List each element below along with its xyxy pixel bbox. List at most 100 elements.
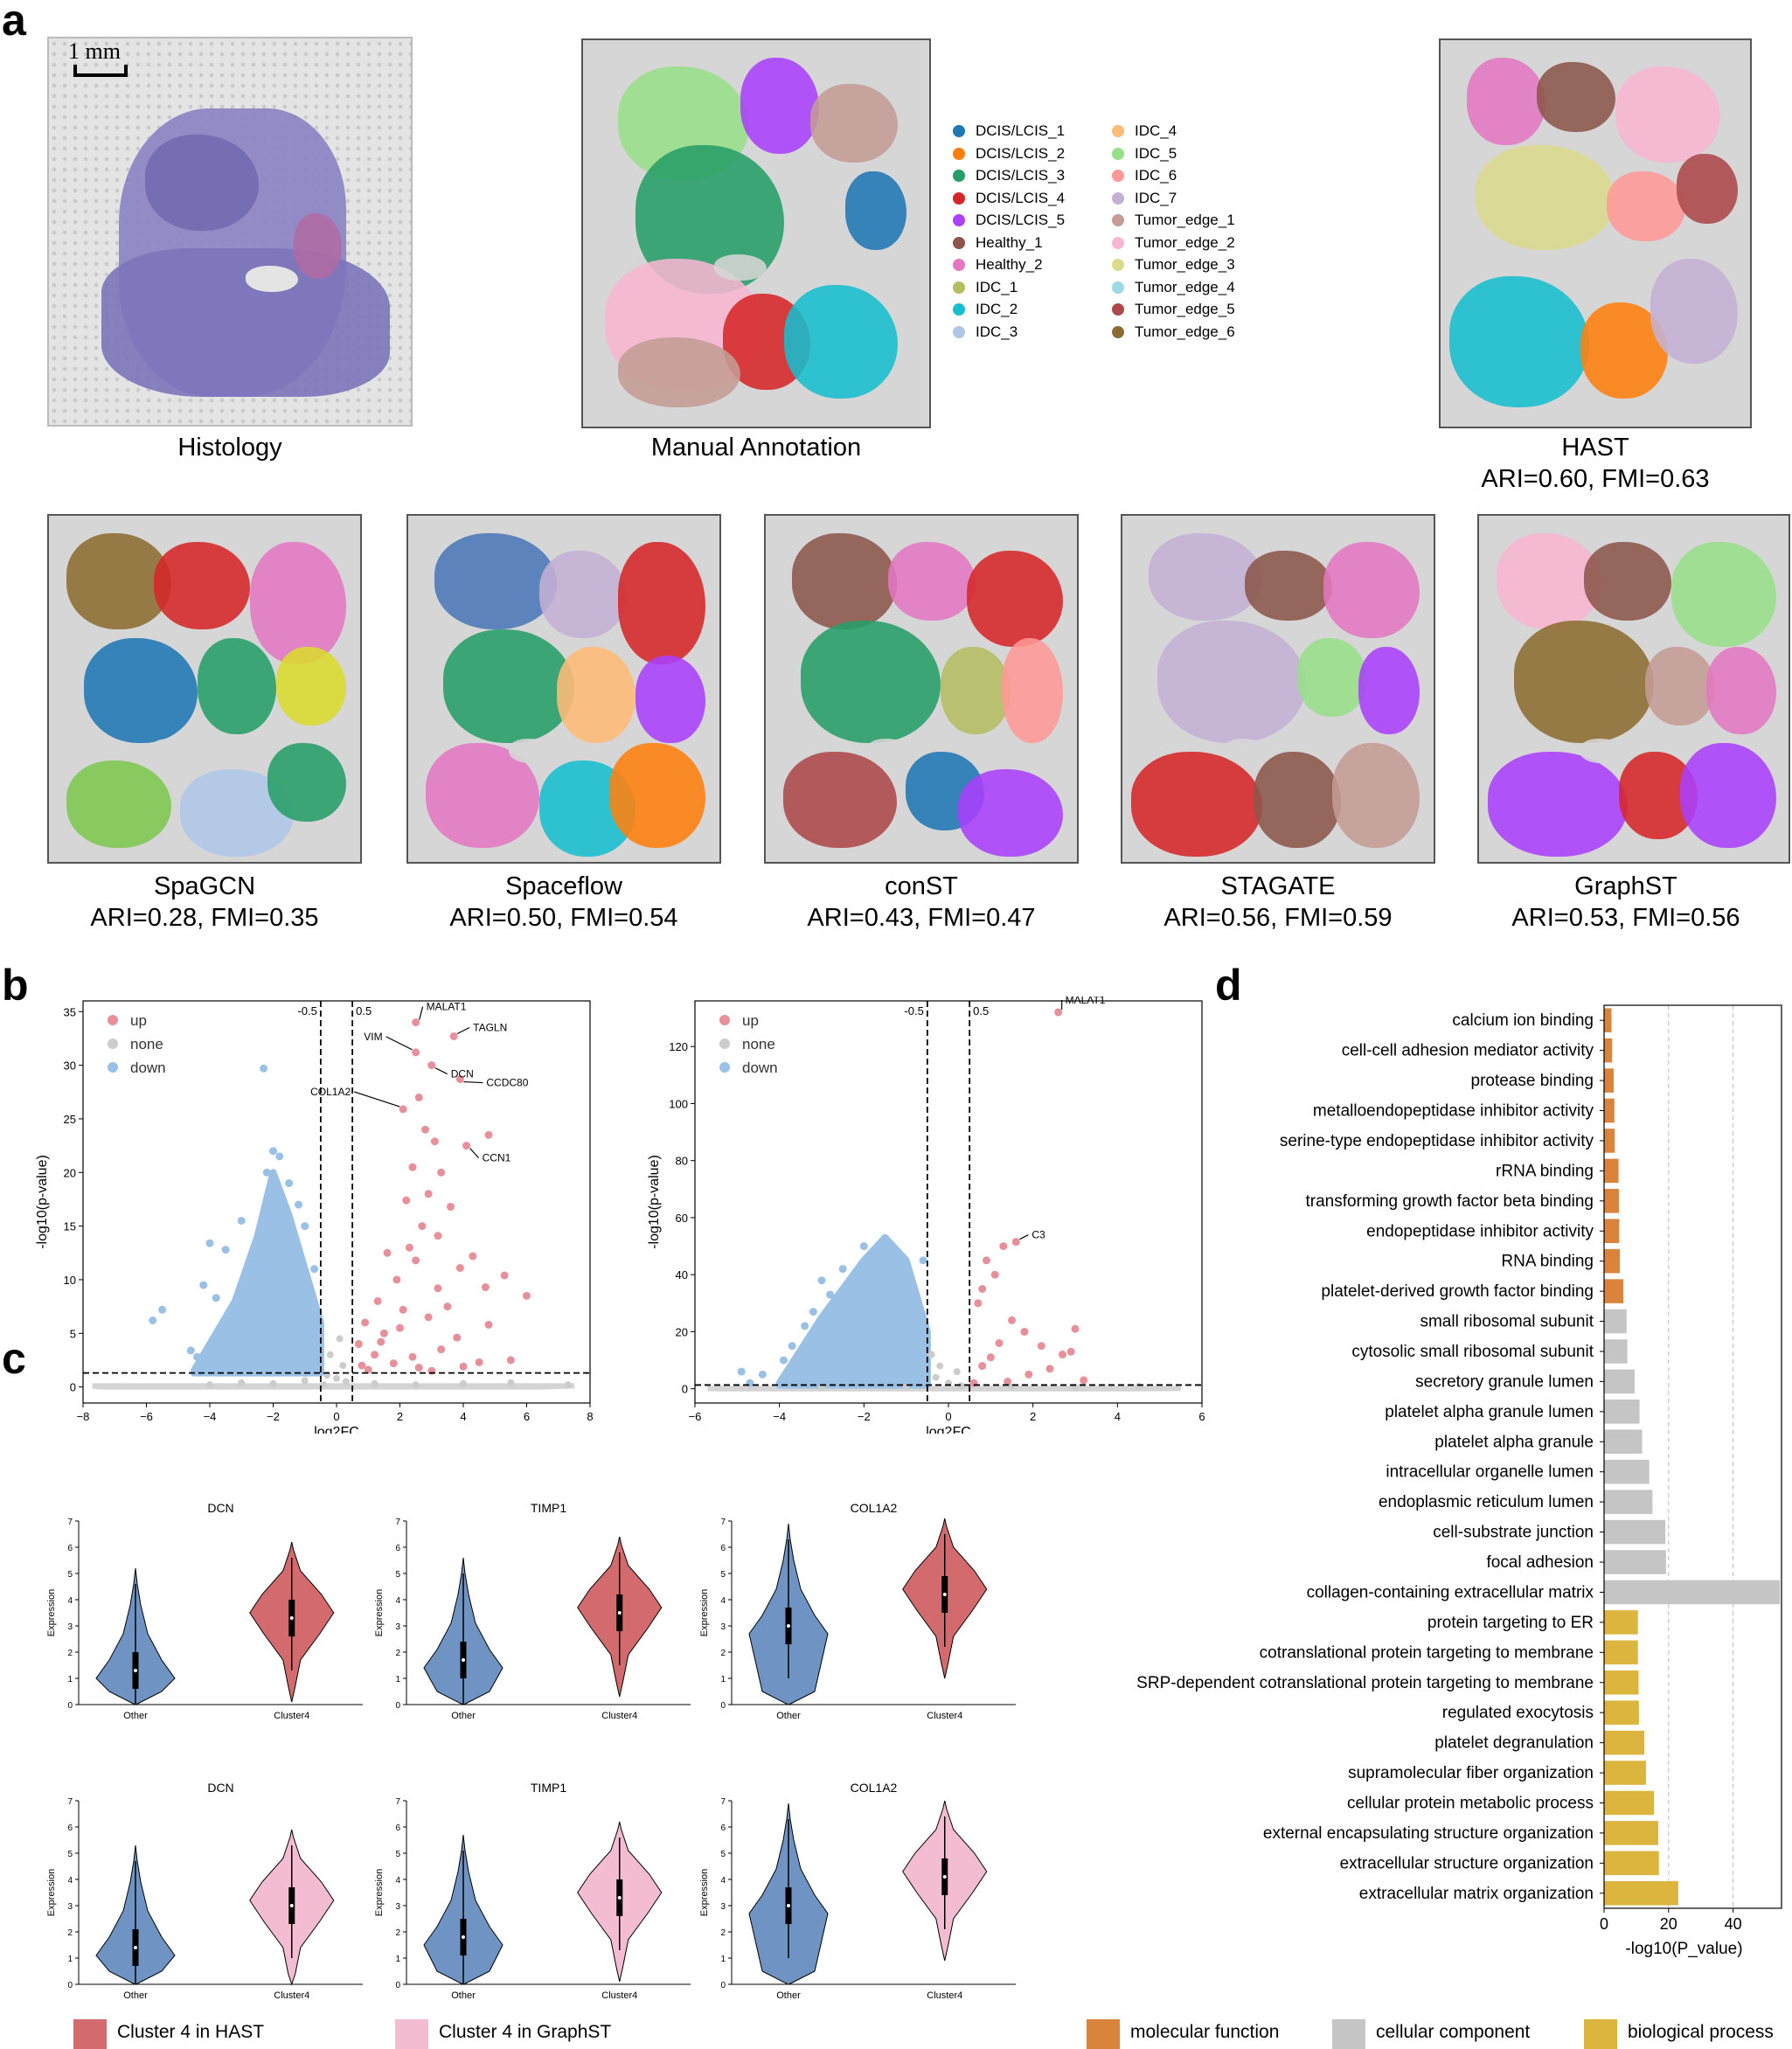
go-bar [1604, 1189, 1619, 1213]
go-bar [1604, 1309, 1627, 1334]
violin-plots: DCN 0 1 2 3 4 5 6 7 Expression Other Cluster4 TIMP1 0… [46, 1501, 1016, 2001]
down-point [186, 1346, 195, 1355]
up-point [995, 1338, 1004, 1347]
violin-median [462, 1658, 465, 1662]
legend-item: IDC_1 [953, 279, 1018, 296]
violin-y-tick-label: 2 [720, 1649, 726, 1658]
violin-y-tick-label: 4 [395, 1876, 400, 1886]
y-tick-label: 30 [64, 1059, 76, 1073]
violin-y-tick-label: 5 [67, 1570, 73, 1580]
violin-x-tick-label: Cluster4 [274, 1711, 309, 1721]
go-category-label: calcium ion binding [1452, 1011, 1594, 1030]
go-bar [1604, 1519, 1666, 1545]
down-point [205, 1239, 214, 1247]
x-tick-label: 6 [524, 1410, 530, 1423]
violin-gene-title: TIMP1 [531, 1781, 566, 1795]
up-point [434, 1284, 442, 1293]
threshold-label: -0.5 [297, 1004, 316, 1018]
go-category-label: rRNA binding [1496, 1162, 1594, 1180]
up-point [364, 1365, 372, 1374]
bottom-legend-label: Cluster 4 in GraphST [439, 2022, 612, 2042]
bottom-legend-swatch [395, 2019, 428, 2049]
violin-gene-title: COL1A2 [851, 1781, 898, 1795]
violin-median [462, 1935, 465, 1939]
histology-caption: Histology [177, 434, 282, 462]
go-category-label: endopeptidase inhibitor activity [1366, 1222, 1594, 1240]
up-point [412, 1256, 420, 1265]
spagcn-method-score: ARI=0.28, FMI=0.35 [90, 904, 319, 932]
up-point [443, 1302, 452, 1311]
up-point [437, 1345, 446, 1354]
legend-dot [1112, 125, 1124, 137]
violin-y-tick-label: 6 [395, 1544, 400, 1553]
go-category-label: small ribosomal subunit [1420, 1313, 1594, 1331]
down-point [275, 1152, 284, 1161]
up-point [412, 1048, 420, 1057]
legend-label: Tumor_edge_4 [1135, 278, 1235, 295]
x-tick-label: −8 [77, 1410, 90, 1423]
annotation-arrow [353, 1091, 400, 1108]
go-bar [1604, 1881, 1678, 1906]
up-point [1024, 1370, 1033, 1379]
go-category-label: RNA binding [1501, 1253, 1594, 1271]
violin-gene-title: TIMP1 [531, 1501, 566, 1515]
down-point [838, 1265, 847, 1274]
violin-gene-title: DCN [207, 1781, 233, 1795]
legend-label: Tumor_edge_3 [1135, 256, 1235, 273]
violin-y-tick-label: 4 [720, 1596, 726, 1606]
down-point [914, 1327, 923, 1336]
go-bar [1604, 1369, 1636, 1394]
up-point [358, 1361, 366, 1370]
violin-y-label: Expression [46, 1869, 57, 1916]
go-category-label: SRP-dependent cotranslational protein ta… [1136, 1674, 1594, 1692]
down-point [838, 1370, 847, 1379]
annotation-arrow [463, 1080, 483, 1084]
go-bar [1604, 1008, 1612, 1032]
volcano-legend-marker [108, 1038, 118, 1049]
bottom-legend-label: biological process [1628, 2022, 1774, 2042]
up-point [427, 1061, 436, 1070]
down-point [244, 1337, 252, 1345]
down-point [219, 1324, 226, 1333]
y-tick-label: 5 [70, 1327, 76, 1340]
down-point [910, 1299, 919, 1308]
violin-gene-title: COL1A2 [851, 1501, 898, 1515]
violin-gene-title: DCN [207, 1501, 233, 1515]
down-point [221, 1246, 230, 1254]
violin-y-tick-label: 7 [67, 1518, 73, 1527]
legend-item: DCIS/LCIS_3 [953, 167, 1065, 184]
up-point [408, 1352, 417, 1361]
const-method-name: conST [885, 872, 958, 900]
violin-x-tick-label: Other [451, 1990, 476, 2001]
violin-x-tick-label: Other [123, 1711, 148, 1721]
go-bar [1604, 1279, 1624, 1303]
const-map [764, 514, 1079, 864]
go-category-label: protease binding [1471, 1072, 1594, 1090]
volcano-legend-label: up [742, 1012, 759, 1029]
none-point [320, 1381, 328, 1389]
violin-y-tick-label: 4 [720, 1876, 726, 1886]
none-point [957, 1382, 965, 1390]
down-cloud [775, 1233, 931, 1389]
legend-dot [1112, 147, 1124, 160]
legend-item: DCIS/LCIS_4 [953, 190, 1065, 207]
none-point [333, 1374, 340, 1382]
none-point [564, 1381, 572, 1389]
go-category-label: focal adhesion [1486, 1553, 1594, 1572]
up-point [402, 1196, 411, 1205]
down-point [250, 1252, 259, 1261]
go-enrichment-chart: calcium ion binding cell-cell adhesion me… [1136, 1004, 1782, 1958]
down-point [301, 1222, 309, 1231]
violin-y-tick-label: 0 [395, 1701, 400, 1711]
legend-label: IDC_4 [1135, 122, 1177, 139]
y-tick-label: 10 [64, 1274, 76, 1287]
scale-bar [73, 65, 128, 77]
graphst-map [1477, 514, 1790, 864]
down-point [859, 1242, 868, 1251]
go-category-label: serine-type endopeptidase inhibitor acti… [1280, 1132, 1594, 1150]
legend-item: Tumor_edge_1 [1112, 212, 1235, 229]
none-point [238, 1379, 246, 1386]
violin-y-tick-label: 7 [395, 1518, 400, 1527]
violin-median [134, 1669, 137, 1672]
down-point [796, 1376, 805, 1385]
